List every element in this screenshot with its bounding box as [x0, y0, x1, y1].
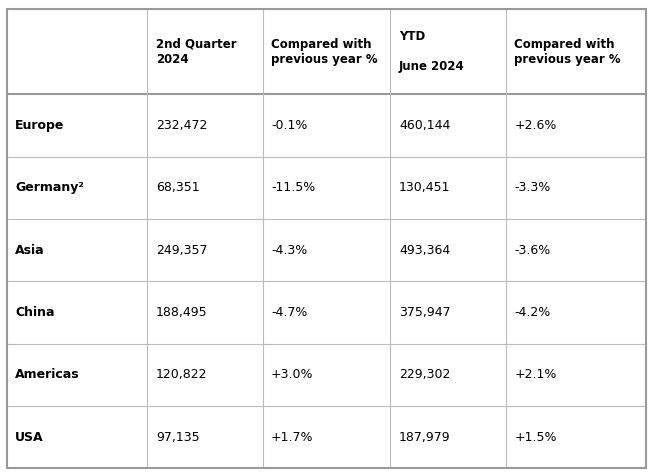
Text: +2.6%: +2.6% [514, 119, 556, 132]
Text: 493,364: 493,364 [399, 244, 450, 257]
Text: YTD

June 2024: YTD June 2024 [399, 30, 465, 73]
Text: 460,144: 460,144 [399, 119, 451, 132]
Text: +1.5%: +1.5% [514, 430, 556, 444]
Text: 187,979: 187,979 [399, 430, 451, 444]
Text: 120,822: 120,822 [156, 368, 207, 381]
Text: Asia: Asia [15, 244, 44, 257]
Text: 2nd Quarter
2024: 2nd Quarter 2024 [156, 38, 236, 66]
Text: -3.6%: -3.6% [514, 244, 550, 257]
Text: +1.7%: +1.7% [271, 430, 313, 444]
Text: -4.3%: -4.3% [271, 244, 308, 257]
Text: 68,351: 68,351 [156, 181, 199, 194]
Text: Americas: Americas [15, 368, 80, 381]
Text: USA: USA [15, 430, 44, 444]
Text: -4.2%: -4.2% [514, 306, 550, 319]
Text: 188,495: 188,495 [156, 306, 208, 319]
Text: -0.1%: -0.1% [271, 119, 308, 132]
Text: 232,472: 232,472 [156, 119, 207, 132]
Text: Compared with
previous year %: Compared with previous year % [514, 38, 621, 66]
Text: Germany²: Germany² [15, 181, 84, 194]
Text: -4.7%: -4.7% [271, 306, 308, 319]
Text: -3.3%: -3.3% [514, 181, 550, 194]
Text: -11.5%: -11.5% [271, 181, 315, 194]
Text: 97,135: 97,135 [156, 430, 199, 444]
Text: Compared with
previous year %: Compared with previous year % [271, 38, 377, 66]
Text: 249,357: 249,357 [156, 244, 207, 257]
Text: 229,302: 229,302 [399, 368, 451, 381]
Text: 375,947: 375,947 [399, 306, 451, 319]
Text: China: China [15, 306, 54, 319]
Text: 130,451: 130,451 [399, 181, 451, 194]
Text: +3.0%: +3.0% [271, 368, 313, 381]
Text: Europe: Europe [15, 119, 65, 132]
Text: +2.1%: +2.1% [514, 368, 556, 381]
